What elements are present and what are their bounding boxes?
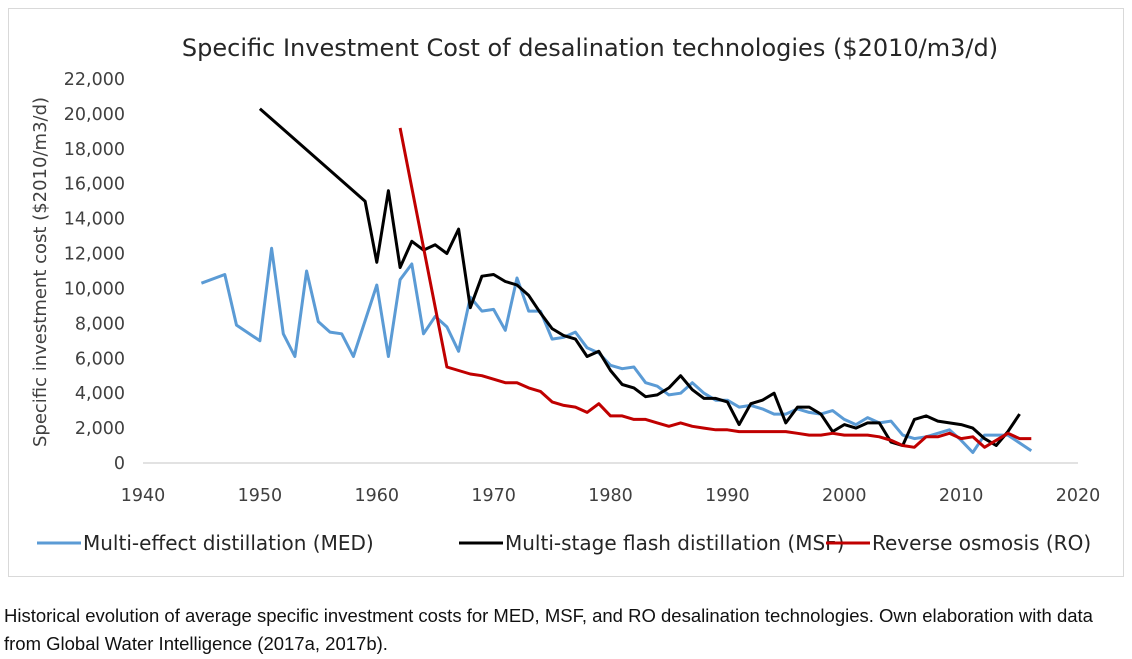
- y-tick-label: 22,000: [64, 70, 125, 90]
- x-tick-label: 2010: [939, 486, 984, 506]
- line-chart: Specific Investment Cost of desalination…: [8, 8, 1124, 577]
- chart-border: [8, 8, 1124, 577]
- x-tick-label: 2000: [822, 486, 867, 506]
- series-line-2: [398, 127, 1032, 449]
- x-tick-label: 1960: [354, 486, 399, 506]
- figure-caption: Historical evolution of average specific…: [4, 605, 1093, 654]
- y-tick-label: 2,000: [75, 419, 125, 439]
- legend-label: Multi-effect distillation (MED): [83, 531, 374, 555]
- series-line-1: [258, 107, 1021, 447]
- x-tick-label: 1950: [238, 486, 283, 506]
- y-axis-label: Specific investment cost ($2010/m3/d): [30, 97, 51, 447]
- x-tick-label: 2020: [1056, 486, 1101, 506]
- y-tick-label: 0: [114, 454, 125, 474]
- x-tick-label: 1970: [471, 486, 516, 506]
- y-tick-label: 6,000: [75, 349, 125, 369]
- y-tick-label: 18,000: [64, 140, 125, 160]
- legend-label: Reverse osmosis (RO): [872, 531, 1091, 555]
- chart-title: Specific Investment Cost of desalination…: [182, 34, 998, 62]
- x-tick-label: 1940: [121, 486, 166, 506]
- y-tick-label: 8,000: [75, 314, 125, 334]
- y-tick-label: 20,000: [64, 105, 125, 125]
- y-tick-label: 10,000: [64, 279, 125, 299]
- legend-label: Multi-stage flash distillation (MSF): [505, 531, 844, 555]
- y-tick-label: 12,000: [64, 245, 125, 265]
- y-tick-label: 14,000: [64, 210, 125, 230]
- y-tick-label: 4,000: [75, 384, 125, 404]
- x-tick-label: 1980: [588, 486, 633, 506]
- series-line-0: [200, 246, 1033, 454]
- x-tick-label: 1990: [705, 486, 750, 506]
- y-tick-label: 16,000: [64, 175, 125, 195]
